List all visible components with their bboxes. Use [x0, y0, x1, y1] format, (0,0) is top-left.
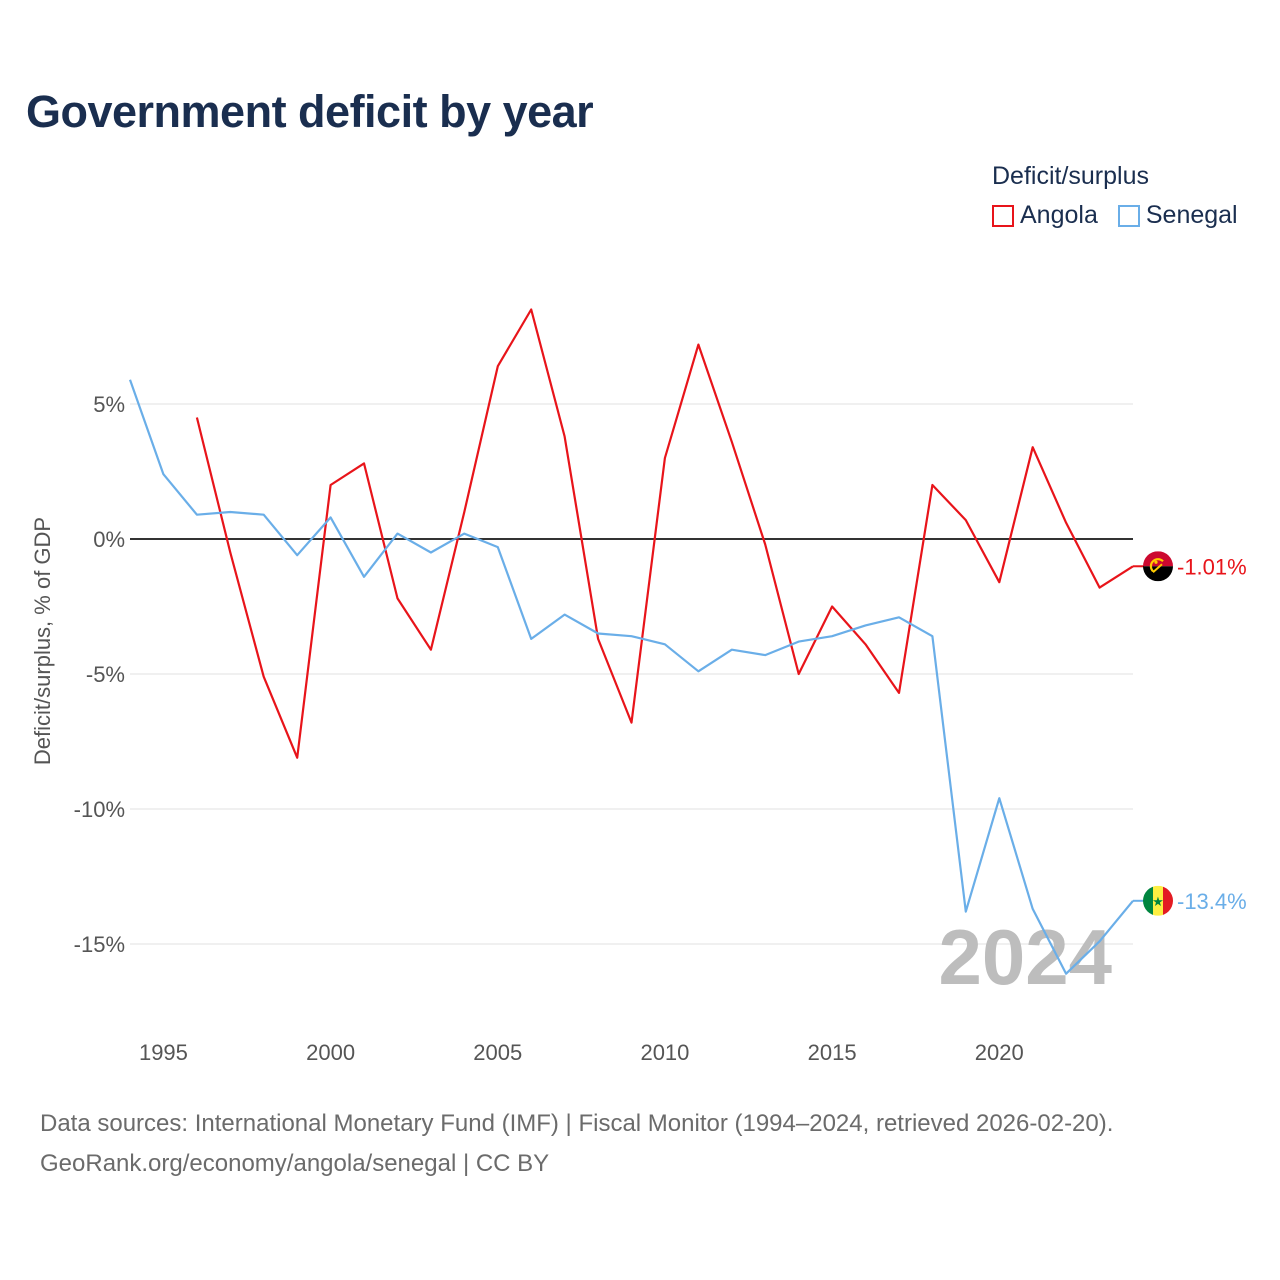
y-tick-label: -5% [86, 662, 125, 687]
end-label-angola: -1.01% [1177, 554, 1247, 579]
legend-title: Deficit/surplus [992, 162, 1149, 190]
y-tick-label: 0% [93, 527, 125, 552]
series-lines [128, 308, 1134, 975]
y-tick-label: -15% [74, 932, 125, 957]
legend-label-senegal: Senegal [1145, 201, 1238, 229]
legend-label-angola: Angola [1020, 201, 1098, 229]
x-tick-label: 2005 [473, 1040, 522, 1065]
senegal-flag-icon: ★ [1143, 885, 1173, 916]
x-tick-label: 1995 [139, 1040, 188, 1065]
y-axis-ticks: 5% 0% -5% -10% -15% [74, 392, 125, 957]
end-markers: -1.01% ★ -13.4% [1133, 551, 1247, 916]
chart-title: Government deficit by year [26, 86, 594, 137]
end-label-senegal: -13.4% [1177, 889, 1247, 914]
x-tick-label: 2000 [306, 1040, 355, 1065]
y-tick-label: 5% [93, 392, 125, 417]
legend-item-angola[interactable]: Angola [992, 201, 1098, 230]
gridlines [130, 403, 1133, 945]
footer: Data sources: International Monetary Fun… [40, 1104, 1113, 1184]
x-tick-label: 2010 [640, 1040, 689, 1065]
legend-item-senegal[interactable]: Senegal [1117, 201, 1238, 230]
legend: Deficit/surplus Angola Senegal [992, 162, 1258, 230]
x-tick-label: 2015 [808, 1040, 857, 1065]
angola-flag-icon [1143, 551, 1173, 582]
svg-text:★: ★ [1152, 894, 1164, 909]
footer-sources: Data sources: International Monetary Fun… [40, 1110, 1114, 1137]
chart-area: 5% 0% -5% -10% -15% 1995 2000 2005 2010 2015 2020… [30, 308, 1247, 1065]
x-axis-ticks: 1995 2000 2005 2010 2015 2020 [139, 1040, 1024, 1065]
legend-swatch-angola [992, 204, 1014, 227]
y-tick-label: -10% [74, 797, 125, 822]
y-axis-label: Deficit/surplus, % of GDP [30, 517, 55, 765]
footer-credit: GeoRank.org/economy/angola/senegal | CC … [40, 1150, 550, 1177]
legend-swatch-senegal [1117, 204, 1140, 227]
year-annotation: 2024 [938, 913, 1112, 1001]
x-tick-label: 2020 [975, 1040, 1024, 1065]
series-line-senegal[interactable] [128, 379, 1134, 975]
series-line-angola[interactable] [195, 308, 1134, 759]
